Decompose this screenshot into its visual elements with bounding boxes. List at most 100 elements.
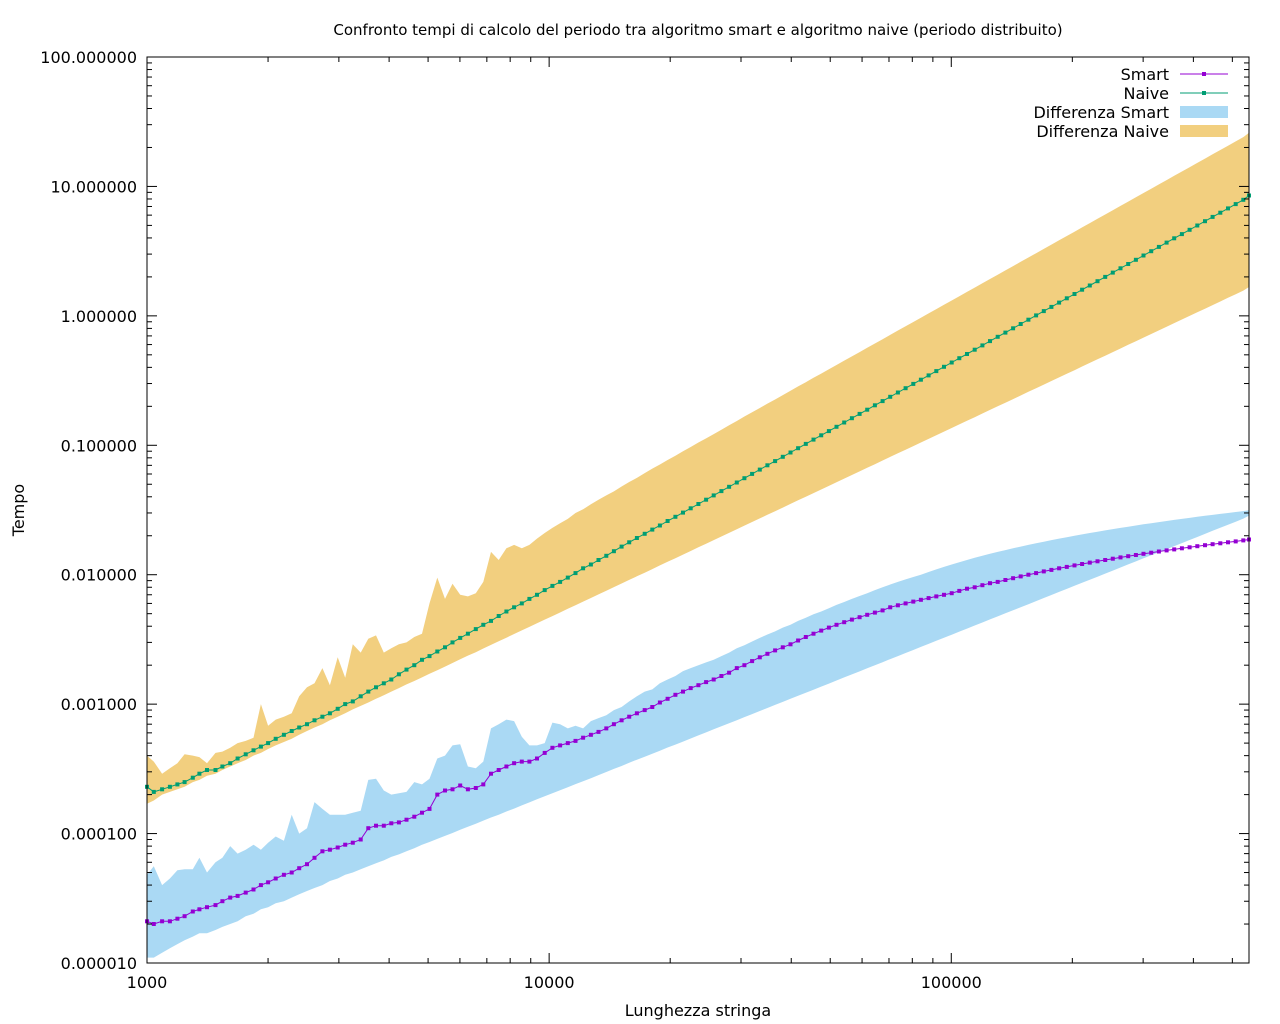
data-point-naive — [1018, 322, 1023, 326]
data-point-naive — [297, 725, 302, 730]
data-point-naive — [1034, 313, 1039, 318]
data-point-naive — [1241, 197, 1246, 202]
data-point-smart — [251, 887, 256, 892]
data-point-naive — [1003, 330, 1008, 335]
data-point-smart — [681, 689, 685, 694]
data-point-smart — [604, 726, 609, 731]
data-point-smart — [573, 738, 578, 743]
data-point-naive — [205, 768, 209, 772]
data-point-naive — [611, 549, 616, 554]
data-point-smart — [926, 596, 931, 601]
data-point-smart — [911, 599, 916, 604]
data-point-smart — [1226, 540, 1230, 545]
data-point-naive — [780, 454, 785, 459]
data-point-smart — [565, 741, 570, 746]
data-point-smart — [880, 608, 885, 613]
data-point-naive — [872, 403, 877, 408]
data-point-smart — [826, 625, 831, 630]
data-point-naive — [458, 635, 463, 640]
data-point-naive — [719, 489, 724, 494]
data-point-smart — [811, 631, 816, 636]
legend-marker-naive — [1202, 91, 1206, 95]
data-point-naive — [673, 514, 678, 519]
data-point-smart — [450, 787, 455, 792]
legend-swatch-diff-naive — [1180, 125, 1228, 137]
data-point-smart — [980, 583, 985, 588]
data-point-naive — [665, 519, 670, 523]
y-tick-label: 0.000010 — [61, 954, 137, 973]
data-point-naive — [1041, 309, 1046, 314]
data-point-naive — [320, 714, 325, 719]
data-point-smart — [205, 905, 209, 910]
data-point-naive — [358, 694, 363, 699]
legend-label-diff-smart: Differenza Smart — [1033, 103, 1169, 122]
data-point-smart — [289, 870, 294, 875]
data-point-naive — [489, 618, 493, 623]
data-point-naive — [190, 775, 195, 780]
data-point-smart — [742, 663, 747, 668]
data-point-smart — [1049, 567, 1054, 572]
data-point-smart — [803, 635, 808, 639]
data-point-smart — [1064, 564, 1069, 569]
data-point-smart — [350, 840, 355, 845]
y-axis: 0.000010 0.000100 0.001000 0.010000 0.100000… — [40, 48, 1249, 973]
y-tick-label: 100.000000 — [40, 48, 137, 67]
data-point-smart — [872, 610, 877, 615]
data-point-naive — [942, 364, 946, 369]
data-point-smart — [1110, 556, 1115, 561]
data-point-naive — [1133, 257, 1138, 262]
data-point-naive — [857, 411, 862, 416]
data-point-naive — [1095, 279, 1100, 284]
data-point-smart — [711, 677, 716, 682]
data-point-naive — [696, 502, 701, 506]
data-point-smart — [773, 648, 778, 653]
data-point-smart — [849, 617, 854, 622]
data-point-smart — [642, 708, 647, 713]
data-point-naive — [1049, 304, 1054, 309]
data-point-naive — [619, 544, 624, 549]
data-point-smart — [704, 680, 709, 685]
data-point-smart — [496, 768, 501, 772]
data-point-smart — [220, 899, 225, 904]
data-point-naive — [465, 631, 470, 636]
band-diff-smart — [147, 510, 1249, 958]
data-point-naive — [1149, 249, 1154, 254]
data-point-smart — [1179, 546, 1184, 551]
data-point-smart — [619, 718, 624, 723]
data-point-naive — [1011, 326, 1016, 331]
data-point-naive — [627, 540, 632, 545]
data-point-naive — [151, 789, 156, 794]
data-point-naive — [450, 640, 455, 645]
data-point-naive — [949, 360, 954, 365]
data-point-smart — [435, 792, 440, 797]
data-point-smart — [1233, 539, 1238, 544]
data-point-naive — [604, 553, 609, 558]
y-tick-label: 10.000000 — [50, 177, 137, 196]
data-point-naive — [1080, 287, 1085, 292]
data-point-smart — [757, 655, 762, 660]
data-point-naive — [327, 711, 332, 716]
data-point-smart — [335, 845, 340, 850]
data-point-smart — [519, 759, 524, 764]
data-point-smart — [160, 919, 165, 924]
data-point-naive — [934, 369, 939, 374]
data-point-naive — [1118, 266, 1123, 271]
data-point-smart — [688, 686, 693, 691]
data-point-smart — [213, 903, 218, 908]
data-point-smart — [842, 620, 847, 625]
data-point-smart — [1103, 558, 1108, 562]
data-point-smart — [596, 729, 601, 734]
data-point-smart — [412, 814, 417, 819]
data-point-smart — [788, 642, 793, 647]
data-point-smart — [489, 771, 493, 776]
data-point-naive — [1103, 274, 1108, 279]
data-point-smart — [857, 615, 862, 620]
data-point-naive — [588, 562, 593, 567]
data-point-smart — [1203, 543, 1207, 548]
data-point-smart — [765, 651, 770, 656]
data-point-naive — [243, 752, 248, 757]
data-point-naive — [880, 399, 885, 404]
data-point-naive — [1072, 292, 1077, 296]
data-point-smart — [1195, 544, 1200, 549]
data-point-smart — [535, 756, 539, 761]
